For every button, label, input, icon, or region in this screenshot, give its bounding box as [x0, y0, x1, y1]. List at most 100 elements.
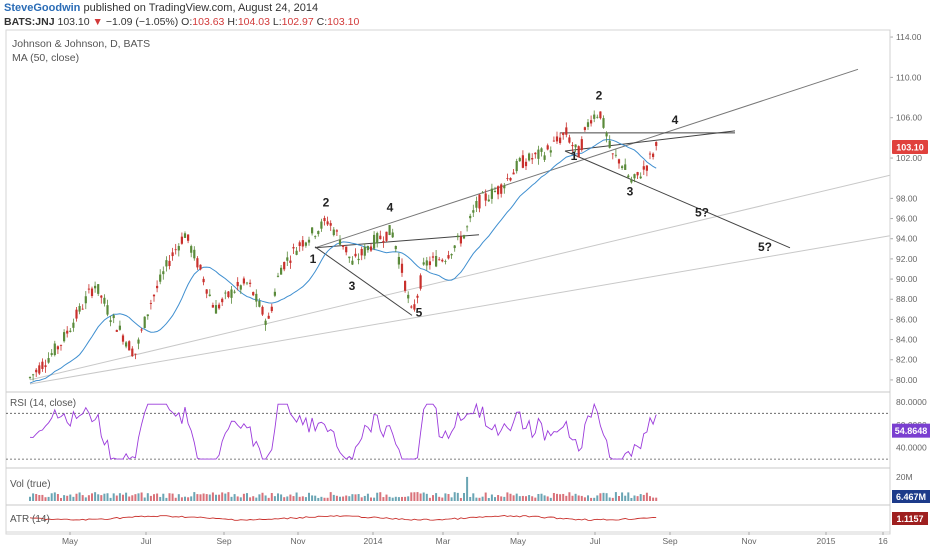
time-tick-label: 2015 — [817, 536, 836, 546]
wave-label: 3 — [349, 279, 356, 293]
candle-body — [475, 200, 478, 208]
volume-bar — [466, 476, 469, 501]
candle-body — [571, 145, 574, 147]
volume-bar — [481, 496, 484, 501]
last-price: 103.10 — [57, 16, 90, 28]
trendline — [29, 174, 891, 381]
candle-body — [239, 285, 242, 290]
volume-bar — [534, 497, 537, 501]
volume-bar — [357, 494, 360, 501]
volume-bar — [574, 493, 577, 501]
candle-body — [295, 250, 298, 255]
volume-bar — [549, 497, 552, 501]
volume-bar — [401, 496, 403, 501]
volume-bar — [456, 492, 459, 501]
volume-bar — [63, 495, 66, 501]
candle-body — [100, 295, 103, 298]
candle-body — [410, 306, 413, 308]
volume-bar — [642, 494, 645, 501]
volume-bar — [441, 497, 444, 501]
volume-bar — [326, 497, 329, 501]
candle-body — [636, 172, 639, 176]
candle-body — [236, 281, 239, 287]
volume-bar — [242, 493, 245, 501]
candle-body — [252, 292, 255, 296]
candle-body — [580, 139, 583, 150]
candle-body — [611, 153, 614, 155]
candle-body — [273, 291, 276, 296]
time-tick-label: May — [510, 536, 527, 546]
time-tick-label: 2014 — [364, 536, 383, 546]
candle-body — [115, 330, 118, 332]
candle-body — [267, 315, 270, 319]
volume-bar — [593, 497, 596, 501]
candle-body — [428, 261, 431, 266]
candle-body — [69, 330, 72, 332]
price-tick-label: 80.00 — [896, 375, 918, 385]
candle-body — [165, 260, 168, 267]
candle-body — [97, 284, 100, 294]
time-axis: May Jul Sep Nov 2014 Mar May Jul Sep Nov 2015 16 — [62, 532, 888, 546]
published-text: published on TradingView.com, August 24,… — [80, 2, 319, 14]
candle-body — [338, 239, 342, 245]
volume-bar — [199, 494, 202, 501]
volume-bar — [35, 494, 38, 501]
ticker-symbol: BATS:JNJ — [4, 16, 55, 28]
ma-legend[interactable]: MA (50, close) — [12, 52, 79, 64]
volume-bar — [373, 497, 376, 501]
candle-body — [47, 358, 50, 363]
author-link[interactable]: SteveGoodwin — [4, 2, 81, 14]
rsi-line — [29, 402, 657, 460]
candle-body — [593, 114, 596, 119]
candle-body — [413, 304, 416, 310]
candle-body — [652, 153, 655, 157]
candle-body — [314, 236, 317, 238]
volume-bar — [301, 496, 304, 501]
volume-bar — [143, 497, 146, 501]
time-tick-label: Mar — [436, 536, 451, 546]
volume-bar — [568, 492, 571, 501]
candle-body — [627, 175, 630, 178]
volume-bar — [122, 494, 124, 501]
volume-bar — [339, 496, 341, 501]
candle-body — [146, 314, 149, 317]
candle-body — [639, 176, 642, 179]
trendline — [314, 246, 413, 316]
time-tick-label: Jul — [590, 536, 601, 546]
volume-bar — [472, 493, 475, 501]
candle-body — [493, 191, 497, 192]
header-line-2: BATS:JNJ 103.10 ▼ −1.09 (−1.05%) O:103.6… — [4, 16, 359, 28]
price-tick-label: 92.00 — [896, 254, 918, 264]
volume-pane: 20M 6.467M — [29, 472, 930, 503]
candle-body — [348, 256, 351, 259]
volume-bar — [382, 497, 385, 501]
candle-body — [642, 166, 645, 170]
volume-value-badge-label: 6.467M — [896, 492, 926, 502]
rsi-value-badge-label: 54.8648 — [895, 426, 928, 436]
candle-body — [121, 335, 125, 342]
volume-title[interactable]: Vol (true) — [10, 479, 51, 490]
volume-bar — [109, 497, 112, 501]
candle-body — [106, 305, 109, 315]
rsi-title[interactable]: RSI (14, close) — [10, 398, 76, 409]
candle-body — [66, 330, 69, 334]
volume-bar — [177, 494, 180, 501]
candle-body — [174, 249, 177, 251]
volume-bar — [230, 496, 233, 501]
volume-bar — [376, 492, 379, 501]
volume-bar — [66, 495, 69, 501]
candle-body — [466, 226, 469, 228]
candle-body — [81, 308, 84, 310]
volume-bar — [224, 493, 227, 501]
volume-bar — [261, 492, 264, 501]
candle-body — [255, 293, 258, 302]
volume-bar — [125, 492, 128, 501]
volume-bar — [84, 497, 87, 501]
volume-bar — [317, 497, 320, 501]
candle-body — [280, 267, 283, 275]
atr-title[interactable]: ATR (14) — [10, 514, 50, 525]
volume-bar — [44, 497, 47, 501]
volume-bar — [115, 495, 118, 501]
volume-bar — [639, 494, 642, 501]
